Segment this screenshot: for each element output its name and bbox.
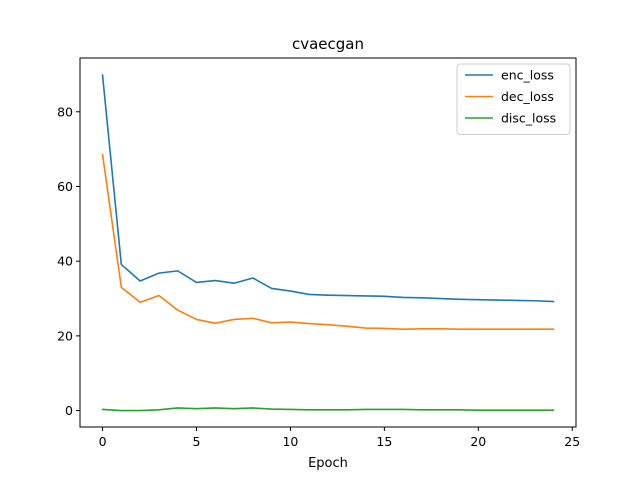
x-axis: 0 5 10 15 20 25 <box>99 427 580 449</box>
legend-box <box>456 63 571 135</box>
series-line-dec_loss <box>101 153 555 330</box>
y-tick-label: 80 <box>57 104 73 119</box>
legend-label-dec_loss: dec_loss <box>501 89 554 104</box>
y-tick-label: 40 <box>57 254 73 269</box>
y-tick-label: 20 <box>57 328 73 343</box>
x-tick-label: 20 <box>470 434 486 449</box>
series-line-disc_loss <box>101 407 555 412</box>
x-axis-title: Epoch <box>308 456 348 471</box>
x-tick-label: 0 <box>99 434 107 449</box>
chart-title: cvaecgan <box>292 35 364 53</box>
plot-area <box>101 74 555 412</box>
y-tick-label: 60 <box>57 179 73 194</box>
legend-label-enc_loss: enc_loss <box>501 68 554 83</box>
legend: enc_loss dec_loss disc_loss <box>456 63 571 135</box>
series-line-enc_loss <box>101 74 555 303</box>
y-axis: 0 20 40 60 80 <box>57 104 80 418</box>
x-tick-label: 15 <box>376 434 392 449</box>
y-tick-label: 0 <box>65 403 73 418</box>
x-tick-label: 5 <box>193 434 201 449</box>
x-tick-label: 25 <box>564 434 580 449</box>
plot-frame <box>79 57 577 428</box>
legend-label-disc_loss: disc_loss <box>501 111 556 126</box>
x-tick-label: 10 <box>282 434 298 449</box>
